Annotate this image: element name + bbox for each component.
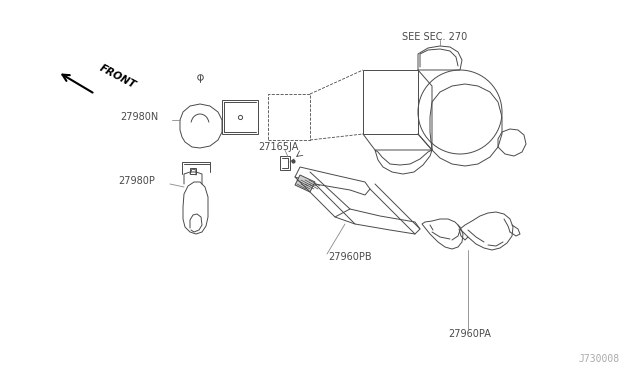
Text: 27980P: 27980P [118,176,155,186]
Text: 27960PA: 27960PA [448,329,491,339]
Text: 27960PB: 27960PB [328,252,372,262]
Text: SEE SEC. 270: SEE SEC. 270 [402,32,467,42]
Polygon shape [295,175,315,192]
Text: FRONT: FRONT [98,62,138,90]
Text: 27980N: 27980N [120,112,158,122]
Text: 27165JA: 27165JA [258,142,298,152]
Text: J730008: J730008 [579,354,620,364]
